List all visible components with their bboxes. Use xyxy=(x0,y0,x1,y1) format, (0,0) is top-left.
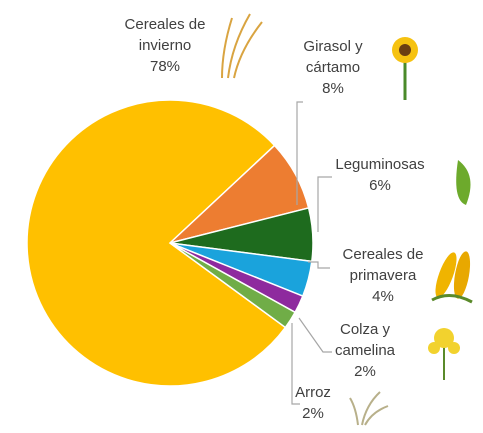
rapeseed-icon xyxy=(428,328,460,380)
corn-icon xyxy=(431,250,473,302)
value-label: 8% xyxy=(291,78,376,99)
category-label: Girasol y cártamo xyxy=(291,36,376,78)
category-label: Colza y camelina xyxy=(325,319,405,361)
value-label: 4% xyxy=(331,286,436,307)
category-label: Cereales de invierno xyxy=(108,14,223,56)
sunflower-icon xyxy=(392,37,418,100)
value-label: 78% xyxy=(108,56,223,77)
value-label: 6% xyxy=(320,175,440,196)
category-label: Cereales de primavera xyxy=(331,244,436,286)
category-label: Leguminosas xyxy=(320,154,440,175)
pie-canvas xyxy=(0,0,483,433)
chart: Cereales de invierno78% Girasol y cártamo… xyxy=(0,0,483,433)
value-label: 2% xyxy=(325,361,405,382)
category-label: Arroz xyxy=(283,382,343,403)
value-label: 2% xyxy=(283,403,343,424)
wheat-icon xyxy=(222,14,262,78)
pea-icon xyxy=(456,160,470,205)
pie xyxy=(27,100,313,386)
rice-icon xyxy=(350,392,388,425)
